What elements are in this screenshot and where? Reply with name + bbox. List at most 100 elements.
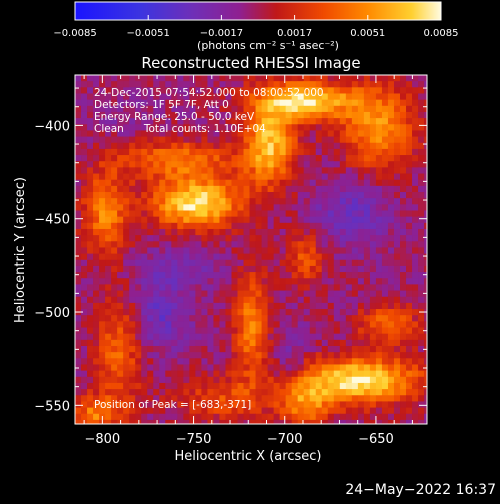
- heatmap-cell: [123, 136, 130, 144]
- heatmap-cell: [369, 124, 377, 131]
- heatmap-cell: [147, 87, 154, 94]
- heatmap-cell: [418, 81, 425, 88]
- heatmap-cell: [406, 142, 413, 150]
- heatmap-cell: [285, 81, 293, 88]
- x-tick-label: −700: [267, 432, 303, 447]
- heatmap-cell: [177, 352, 184, 359]
- heatmap-cell: [189, 345, 196, 353]
- heatmap-cell: [111, 136, 118, 144]
- heatmap-cell: [375, 111, 383, 119]
- heatmap-cell: [129, 173, 136, 181]
- heatmap-cell: [201, 272, 208, 279]
- heatmap-cell: [123, 148, 130, 156]
- heatmap-cell: [93, 241, 100, 248]
- heatmap-cell: [81, 382, 88, 390]
- heatmap-cell: [357, 278, 365, 285]
- heatmap-cell: [418, 124, 425, 131]
- heatmap-cell: [153, 179, 160, 187]
- heatmap-cell: [418, 259, 425, 267]
- heatmap-cell: [430, 137, 436, 144]
- heatmap-cell: [285, 419, 293, 424]
- heatmap-cell: [339, 345, 347, 353]
- heatmap-cell: [147, 198, 154, 205]
- heatmap-cell: [225, 161, 232, 168]
- heatmap-cell: [159, 161, 166, 168]
- heatmap-cell: [418, 284, 425, 291]
- heatmap-cell: [321, 345, 329, 353]
- heatmap-cell: [297, 413, 305, 421]
- heatmap-cell: [201, 327, 208, 335]
- heatmap-cell: [345, 204, 353, 211]
- heatmap-cell: [237, 296, 244, 304]
- heatmap-cell: [369, 148, 377, 156]
- heatmap-cell: [424, 247, 427, 255]
- heatmap-cell: [315, 173, 323, 181]
- heatmap-cell: [375, 124, 383, 131]
- heatmap-cell: [430, 241, 436, 248]
- heatmap-cell: [93, 382, 100, 390]
- heatmap-cell: [195, 204, 202, 211]
- heatmap-cell: [369, 413, 377, 421]
- heatmap-cell: [285, 148, 293, 156]
- heatmap-cell: [375, 407, 383, 415]
- heatmap-cell: [369, 142, 377, 150]
- heatmap-cell: [369, 302, 377, 310]
- heatmap-cell: [177, 265, 184, 273]
- heatmap-cell: [418, 148, 425, 156]
- heatmap-cell: [213, 389, 220, 396]
- heatmap-cell: [381, 253, 389, 261]
- heatmap-cell: [213, 382, 220, 390]
- heatmap-cell: [363, 389, 371, 396]
- heatmap-cell: [261, 401, 268, 408]
- heatmap-cell: [93, 296, 100, 304]
- heatmap-cell: [183, 87, 190, 94]
- heatmap-cell: [135, 296, 142, 304]
- heatmap-cell: [297, 321, 305, 328]
- heatmap-cell: [111, 241, 118, 248]
- heatmap-cell: [291, 204, 299, 211]
- heatmap-cell: [327, 235, 335, 242]
- heatmap-cell: [171, 333, 178, 341]
- heatmap-cell: [430, 364, 436, 371]
- heatmap-cell: [201, 259, 208, 267]
- heatmap-cell: [309, 265, 317, 273]
- heatmap-cell: [165, 161, 172, 168]
- heatmap-cell: [207, 81, 214, 88]
- heatmap-cell: [406, 321, 413, 328]
- heatmap-cell: [243, 124, 250, 131]
- heatmap-cell: [424, 235, 427, 242]
- heatmap-cell: [357, 192, 365, 199]
- heatmap-cell: [111, 192, 118, 199]
- heatmap-cell: [135, 87, 142, 94]
- heatmap-cell: [219, 228, 226, 236]
- heatmap-cell: [327, 413, 335, 421]
- heatmap-cell: [171, 419, 178, 424]
- heatmap-cell: [93, 118, 100, 125]
- heatmap-cell: [351, 130, 359, 137]
- heatmap-cell: [105, 327, 112, 335]
- heatmap-cell: [123, 155, 130, 162]
- heatmap-cell: [273, 259, 281, 267]
- heatmap-cell: [147, 327, 154, 335]
- heatmap-cell: [147, 222, 154, 230]
- heatmap-cell: [195, 413, 202, 421]
- heatmap-cell: [285, 235, 293, 242]
- heatmap-cell: [351, 210, 359, 218]
- heatmap-cell: [111, 284, 118, 291]
- heatmap-cell: [117, 148, 124, 156]
- heatmap-cell: [249, 216, 256, 224]
- heatmap-cell: [201, 136, 208, 144]
- heatmap-cell: [315, 204, 323, 211]
- heatmap-cell: [123, 228, 130, 236]
- heatmap-cell: [81, 302, 88, 310]
- heatmap-cell: [400, 136, 407, 144]
- heatmap-cell: [412, 389, 419, 396]
- heatmap-cell: [333, 136, 341, 144]
- heatmap-cell: [400, 179, 407, 187]
- heatmap-cell: [105, 278, 112, 285]
- heatmap-cell: [255, 111, 262, 119]
- heatmap-cell: [291, 315, 299, 322]
- heatmap-cell: [123, 426, 129, 433]
- heatmap-cell: [351, 185, 359, 193]
- heatmap-cell: [387, 241, 395, 248]
